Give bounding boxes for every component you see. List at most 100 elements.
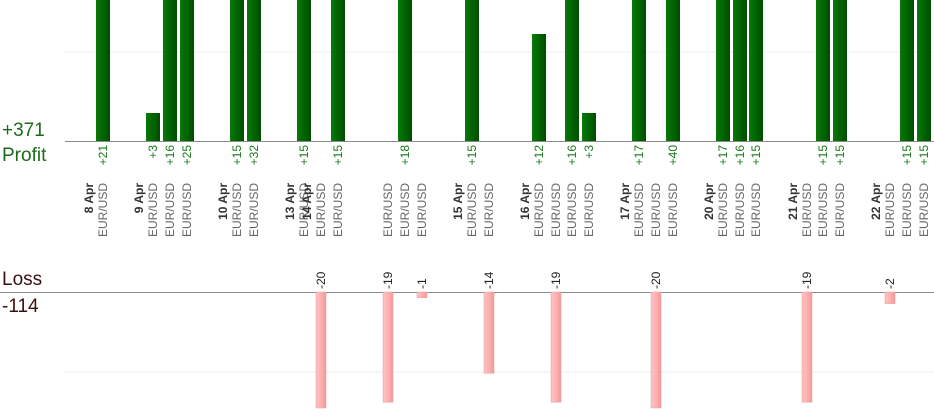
profit-bar — [833, 0, 847, 141]
pair-label: EUR/USD — [883, 183, 897, 237]
profit-bar-label: +16 — [163, 145, 177, 166]
pair-label: EUR/USD — [833, 183, 847, 237]
profit-bar-label: +17 — [716, 145, 730, 166]
profit-bar-label: +15 — [833, 145, 847, 166]
profit-bar — [247, 0, 261, 141]
date-label: 9 Apr — [132, 183, 146, 214]
loss-bar — [884, 291, 896, 304]
loss-bar — [801, 291, 813, 403]
profit-bar-label: +40 — [666, 145, 680, 166]
loss-bar — [550, 291, 562, 403]
pair-label: EUR/USD — [331, 183, 345, 237]
profit-bar — [180, 0, 194, 141]
profit-bar-label: +3 — [582, 145, 596, 159]
pair-label: EUR/USD — [482, 183, 496, 237]
profit-bar — [733, 0, 747, 141]
pair-label: EUR/USD — [163, 183, 177, 237]
profit-bar — [398, 0, 412, 141]
loss-bar-label: -20 — [314, 271, 328, 289]
pair-label: EUR/USD — [549, 183, 563, 237]
profit-bar — [297, 0, 311, 141]
profit-bar-label: +17 — [632, 145, 646, 166]
pair-label: EUR/USD — [816, 183, 830, 237]
pair-label: EUR/USD — [632, 183, 646, 237]
profit-bar-label: +15 — [816, 145, 830, 166]
profit-bar — [532, 34, 546, 141]
pair-label: EUR/USD — [96, 183, 110, 237]
profit-bar — [565, 0, 579, 141]
loss-bar-label: -19 — [800, 271, 814, 289]
profit-bar — [749, 0, 763, 141]
loss-bar-label: -20 — [649, 271, 663, 289]
profit-bar-label: +12 — [532, 145, 546, 166]
pair-label: EUR/USD — [381, 183, 395, 237]
date-label: 17 Apr — [618, 183, 632, 220]
profit-bar-label: +15 — [297, 145, 311, 166]
profit-bar-label: +15 — [749, 145, 763, 166]
loss-total: -114 — [2, 296, 39, 317]
pair-label: EUR/USD — [314, 183, 328, 237]
profit-bar — [716, 0, 730, 141]
loss-bar — [483, 291, 495, 374]
profit-bar-label: +15 — [900, 145, 914, 166]
profit-bar — [632, 0, 646, 141]
profit-bar-label: +15 — [331, 145, 345, 166]
date-label: 20 Apr — [702, 183, 716, 220]
loss-bar-label: -19 — [549, 271, 563, 289]
pair-label: EUR/USD — [532, 183, 546, 237]
loss-bar — [382, 291, 394, 403]
date-label: 13 Apr — [283, 183, 297, 220]
profit-bar — [331, 0, 345, 141]
pair-label: EUR/USD — [146, 183, 160, 237]
date-label: 10 Apr — [216, 183, 230, 220]
pair-label: EUR/USD — [297, 183, 311, 237]
pair-label: EUR/USD — [180, 183, 194, 237]
profit-bar-label: +3 — [146, 145, 160, 159]
date-label: 21 Apr — [786, 183, 800, 220]
profit-bar — [465, 0, 479, 141]
loss-bar — [315, 291, 327, 409]
pair-label: EUR/USD — [800, 183, 814, 237]
pair-label: EUR/USD — [230, 183, 244, 237]
loss-bar-label: -19 — [381, 271, 395, 289]
profit-bar — [146, 113, 160, 141]
pair-label: EUR/USD — [465, 183, 479, 237]
profit-bar — [666, 0, 680, 141]
date-label: 22 Apr — [869, 183, 883, 220]
profit-bar-label: +16 — [733, 145, 747, 166]
profit-bar — [582, 113, 596, 141]
pair-label: EUR/USD — [565, 183, 579, 237]
pair-label: EUR/USD — [900, 183, 914, 237]
pair-label: EUR/USD — [716, 183, 730, 237]
profit-bar-label: +16 — [565, 145, 579, 166]
pair-label: EUR/USD — [917, 183, 931, 237]
loss-bar-label: -2 — [883, 278, 897, 289]
profit-bar — [816, 0, 830, 141]
pair-label: EUR/USD — [415, 183, 429, 237]
pair-label: EUR/USD — [749, 183, 763, 237]
profit-bar-label: +18 — [398, 145, 412, 166]
loss-bar — [650, 291, 662, 409]
pair-label: EUR/USD — [582, 183, 596, 237]
profit-bar-label: +15 — [465, 145, 479, 166]
date-label: 14 Apr — [300, 183, 314, 220]
date-label: 16 Apr — [518, 183, 532, 220]
loss-bar-label: -14 — [482, 271, 496, 289]
pair-label: EUR/USD — [247, 183, 261, 237]
profit-bar-label: +25 — [180, 145, 194, 166]
profit-bar-label: +32 — [247, 145, 261, 166]
profit-bar-label: +21 — [96, 145, 110, 166]
loss-label: Loss — [2, 269, 43, 290]
profit-bar — [96, 0, 110, 141]
profit-bar — [163, 0, 177, 141]
loss-bar-label: -1 — [415, 278, 429, 289]
pair-label: EUR/USD — [666, 183, 680, 237]
profit-bar — [230, 0, 244, 141]
profit-bar-label: +15 — [917, 145, 931, 166]
pair-label: EUR/USD — [398, 183, 412, 237]
profit-bar-label: +15 — [230, 145, 244, 166]
loss-bar — [416, 291, 428, 299]
profit-bar — [917, 0, 931, 141]
profit-bar — [900, 0, 914, 141]
